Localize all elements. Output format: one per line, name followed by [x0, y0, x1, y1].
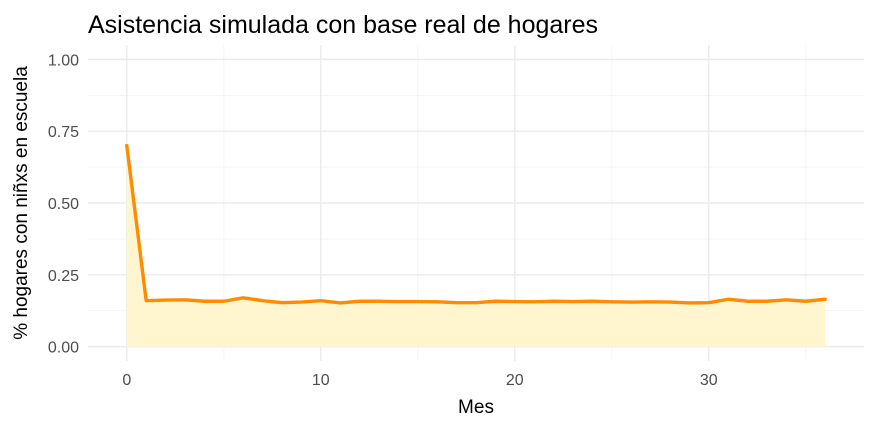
x-tick-label: 0 — [122, 372, 131, 389]
y-axis-ticks: 0.00 0.25 0.50 0.75 1.00 — [48, 52, 79, 356]
y-tick-label: 0.50 — [48, 196, 79, 213]
y-tick-label: 0.75 — [48, 124, 79, 141]
x-axis-ticks: 0 10 20 30 — [122, 372, 717, 389]
series-area — [126, 145, 826, 347]
x-tick-label: 10 — [312, 372, 330, 389]
y-tick-label: 0.25 — [48, 268, 79, 285]
x-axis-label: Mes — [458, 397, 494, 418]
series-line — [125, 143, 827, 305]
x-tick-label: 20 — [506, 372, 524, 389]
chart-title: Asistencia simulada con base real de hog… — [88, 11, 598, 39]
y-tick-label: 1.00 — [48, 52, 79, 69]
x-tick-label: 30 — [700, 372, 718, 389]
plot-area — [125, 143, 827, 347]
y-tick-label: 0.00 — [48, 340, 79, 357]
y-axis-label: % hogares con niñxs en escuela — [11, 66, 32, 340]
